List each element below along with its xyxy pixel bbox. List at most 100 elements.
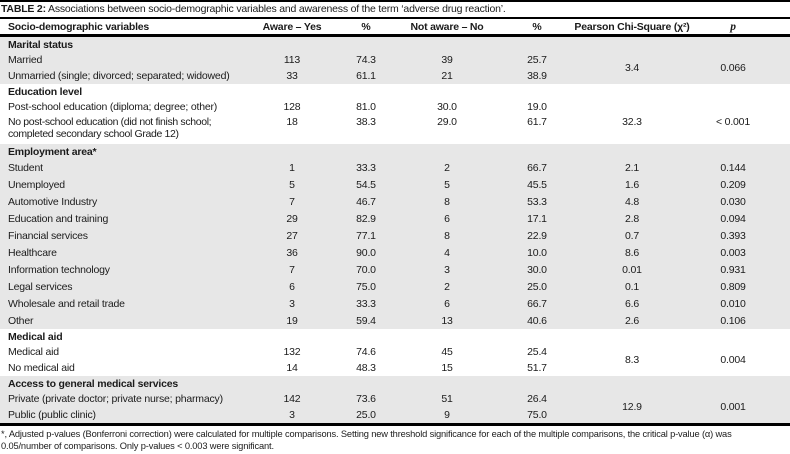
- not-aware-pct: 66.7: [527, 161, 547, 174]
- row-label: Unemployed: [8, 178, 65, 191]
- table-footnote: *, Adjusted p-values (Bonferroni correct…: [1, 429, 732, 451]
- aware-yes-pct: 74.6: [356, 346, 376, 358]
- aware-yes-pct: 54.5: [356, 178, 376, 191]
- not-aware-value: 30.0: [437, 101, 457, 113]
- p-value: 0.393: [720, 229, 746, 242]
- not-aware-pct: 75.0: [527, 409, 547, 421]
- not-aware-pct: 26.4: [527, 393, 547, 405]
- not-aware-value: 5: [444, 178, 450, 191]
- row-label: Other: [8, 314, 34, 327]
- not-aware-value: 29.0: [437, 116, 457, 128]
- not-aware-pct: 17.1: [527, 212, 547, 225]
- p-value: 0.809: [720, 280, 746, 293]
- aware-yes-value: 14: [286, 362, 298, 374]
- aware-yes-pct: 77.1: [356, 229, 376, 242]
- aware-yes-value: 3: [289, 409, 295, 421]
- aware-yes-value: 6: [289, 280, 295, 293]
- section-header: Education level: [8, 85, 83, 98]
- chi-square-value: 6.6: [625, 297, 639, 310]
- aware-yes-value: 36: [286, 246, 298, 259]
- section-employment-area: Employment area* Student 1 33.3 2 66.7 2.1 0.14…: [0, 144, 790, 329]
- not-aware-pct: 30.0: [527, 263, 547, 276]
- not-aware-value: 51: [441, 393, 453, 405]
- chi-square-value: 1.6: [625, 178, 639, 191]
- aware-yes-pct: 38.3: [356, 116, 376, 128]
- aware-yes-value: 18: [286, 116, 298, 128]
- not-aware-value: 9: [444, 409, 450, 421]
- column-header-p: p: [730, 20, 736, 33]
- p-value: 0.094: [720, 212, 746, 225]
- chi-square-value: 3.4: [625, 62, 639, 74]
- not-aware-value: 39: [441, 54, 453, 66]
- not-aware-value: 8: [444, 195, 450, 208]
- row-label: Married: [8, 54, 43, 66]
- row-label: Healthcare: [8, 246, 57, 259]
- chi-square-value: 8.3: [625, 354, 639, 366]
- aware-yes-pct: 75.0: [356, 280, 376, 293]
- section-medical-aid: Medical aid Medical aid 132 74.6 45 25.4 No me…: [0, 329, 790, 376]
- aware-yes-value: 132: [283, 346, 301, 358]
- not-aware-pct: 38.9: [527, 70, 547, 82]
- not-aware-pct: 51.7: [527, 362, 547, 374]
- row-label: Private (private doctor; private nurse; …: [8, 393, 223, 405]
- aware-yes-pct: 33.3: [356, 161, 376, 174]
- not-aware-value: 2: [444, 161, 450, 174]
- not-aware-pct: 61.7: [527, 116, 547, 128]
- not-aware-pct: 45.5: [527, 178, 547, 191]
- p-value: 0.209: [720, 178, 746, 191]
- not-aware-pct: 66.7: [527, 297, 547, 310]
- aware-yes-pct: 61.1: [356, 70, 376, 82]
- aware-yes-value: 27: [286, 229, 298, 242]
- column-header-aware-yes: Aware – Yes: [262, 20, 322, 33]
- row-label: Student: [8, 161, 43, 174]
- column-header-pct-no: %: [532, 20, 542, 33]
- table-body: Marital status Married 113 74.3 39 25.7 Unmarr…: [0, 37, 790, 423]
- section-access-to-general-medical-services: Access to general medical services Privat…: [0, 376, 790, 423]
- aware-yes-value: 7: [289, 263, 295, 276]
- p-value: 0.030: [720, 195, 746, 208]
- aware-yes-value: 5: [289, 178, 295, 191]
- p-value: 0.001: [720, 401, 746, 413]
- row-label: Wholesale and retail trade: [8, 297, 125, 310]
- section-header: Medical aid: [8, 330, 63, 343]
- not-aware-value: 6: [444, 297, 450, 310]
- aware-yes-pct: 90.0: [356, 246, 376, 259]
- aware-yes-value: 19: [286, 314, 298, 327]
- p-value: 0.003: [720, 246, 746, 259]
- column-header-pct-yes: %: [361, 20, 371, 33]
- not-aware-value: 4: [444, 246, 450, 259]
- not-aware-pct: 22.9: [527, 229, 547, 242]
- section-marital-status: Marital status Married 113 74.3 39 25.7 Unmarr…: [0, 37, 790, 84]
- not-aware-value: 21: [441, 70, 453, 82]
- not-aware-value: 15: [441, 362, 453, 374]
- row-label: Legal services: [8, 280, 73, 293]
- column-header-variables: Socio-demographic variables: [8, 20, 150, 33]
- not-aware-value: 3: [444, 263, 450, 276]
- not-aware-value: 2: [444, 280, 450, 293]
- p-value: 0.144: [720, 161, 746, 174]
- aware-yes-pct: 81.0: [356, 101, 376, 113]
- not-aware-value: 8: [444, 229, 450, 242]
- row-label: Public (public clinic): [8, 409, 96, 421]
- not-aware-pct: 40.6: [527, 314, 547, 327]
- column-header-row: Socio-demographic variables Aware – Yes …: [0, 19, 790, 34]
- row-label: No post-school education (did not finish…: [8, 116, 212, 140]
- row-label: Financial services: [8, 229, 88, 242]
- p-value: 0.010: [720, 297, 746, 310]
- not-aware-value: 6: [444, 212, 450, 225]
- section-header: Marital status: [8, 38, 73, 51]
- chi-square-value: 2.1: [625, 161, 639, 174]
- chi-square-value: 12.9: [622, 401, 642, 413]
- chi-square-value: 0.7: [625, 229, 639, 242]
- row-label: Education and training: [8, 212, 109, 225]
- aware-yes-pct: 25.0: [356, 409, 376, 421]
- aware-yes-pct: 46.7: [356, 195, 376, 208]
- section-header: Access to general medical services: [8, 377, 179, 390]
- aware-yes-pct: 59.4: [356, 314, 376, 327]
- rule-below-title: [0, 17, 790, 19]
- aware-yes-pct: 48.3: [356, 362, 376, 374]
- p-value: 0.106: [720, 314, 746, 327]
- not-aware-pct: 25.0: [527, 280, 547, 293]
- row-label: Unmarried (single; divorced; separated; …: [8, 70, 230, 82]
- chi-square-value: 0.01: [622, 263, 642, 276]
